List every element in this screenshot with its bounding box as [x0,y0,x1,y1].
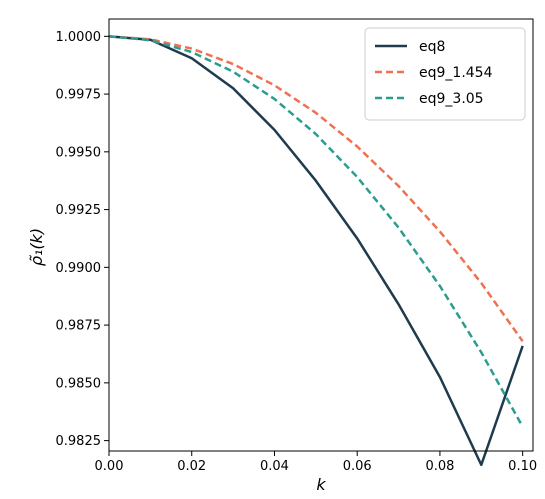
x-tick-label: 0.06 [343,459,372,474]
y-tick-label: 0.9825 [56,434,102,449]
x-tick-label: 0.00 [95,459,124,474]
axes: 0.00 0.02 0.04 0.06 0.08 0.10 0.9825 0.9850 0.98… [56,18,537,474]
y-tick-label: 0.9850 [56,376,102,391]
series-line-eq9-1-454 [108,35,524,342]
y-tick-label: 1.0000 [56,30,102,45]
x-axis-label: k [316,475,326,494]
legend: eq8 eq9_1.454 eq9_3.05 [364,27,526,121]
series-line-eq8 [108,35,524,467]
y-tick-label: 0.9875 [56,319,102,334]
legend-box [364,27,526,121]
legend-label: eq9_3.05 [419,91,484,107]
y-axis-label: ρ̃₁(k) [27,228,46,266]
y-tick-label: 0.9950 [56,145,102,160]
x-tick-label: 0.10 [508,459,537,474]
y-tick-label: 0.9925 [56,203,102,218]
y-tick-label: 0.9900 [56,261,102,276]
x-tick-label: 0.08 [425,459,454,474]
series-line-eq9-3-05 [108,35,524,428]
legend-label: eq9_1.454 [419,65,493,81]
x-tick-label: 0.04 [260,459,289,474]
legend-label: eq8 [419,39,445,55]
x-tick-label: 0.02 [177,459,206,474]
plot-frame [108,18,534,452]
y-tick-label: 0.9975 [56,88,102,103]
plot-area [108,35,524,467]
